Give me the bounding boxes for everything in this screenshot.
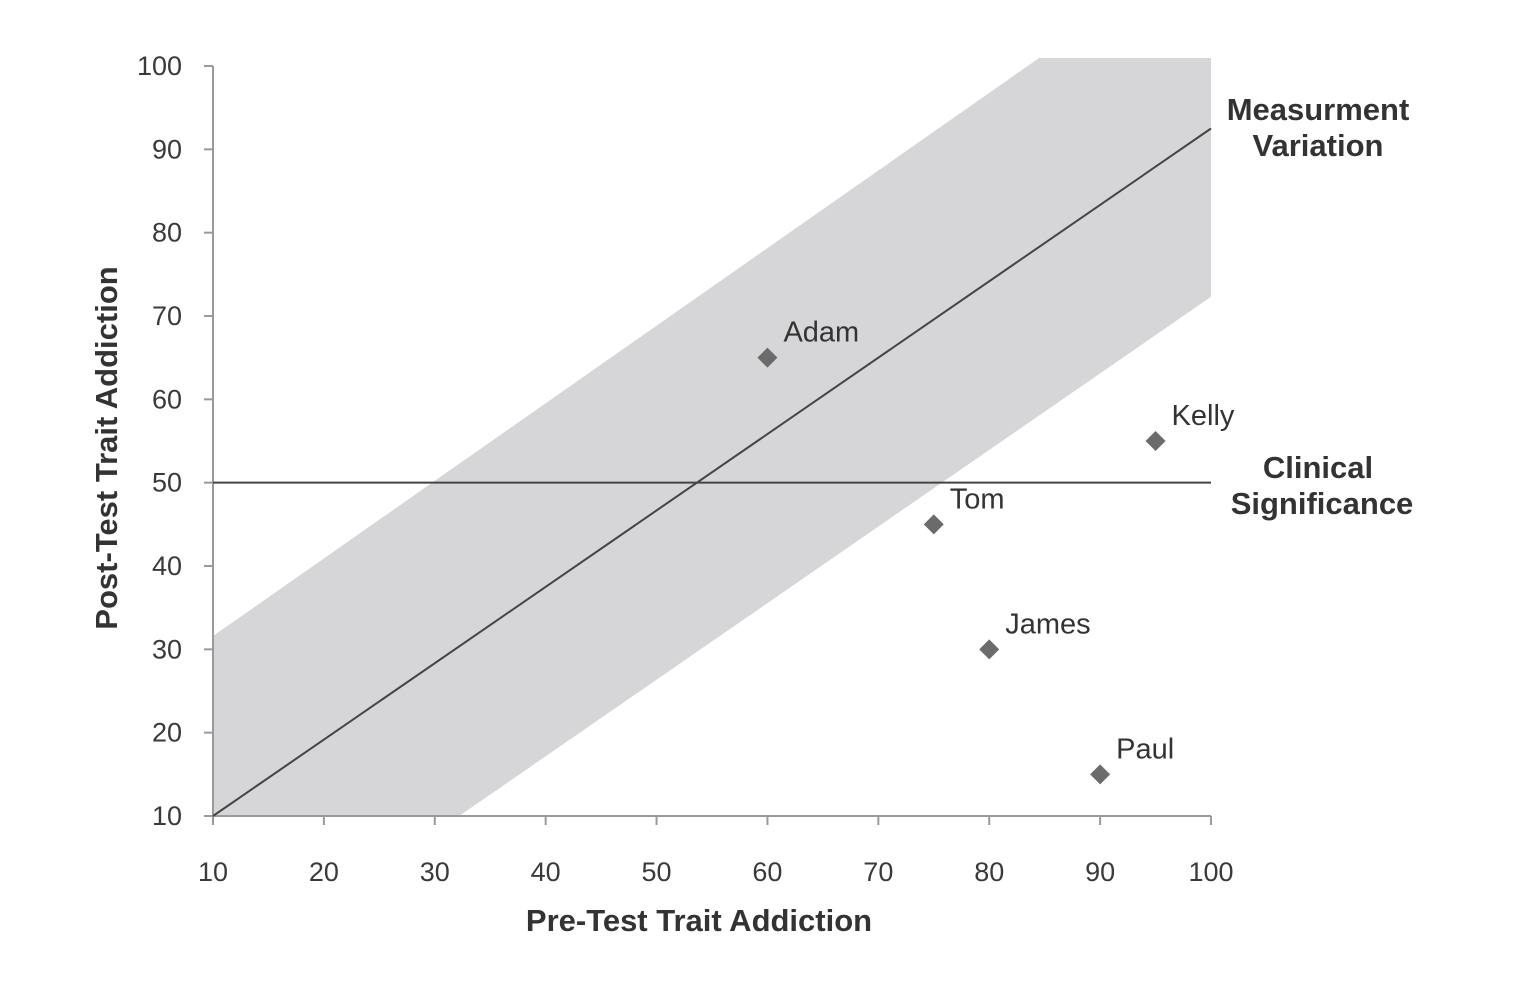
y-axis-title: Post-Test Trait Addiction: [89, 266, 124, 629]
x-axis-title: Pre-Test Trait Addiction: [526, 903, 872, 938]
data-label-james: James: [1005, 608, 1090, 640]
data-point-paul: [1090, 764, 1111, 785]
measurement-variation-line: [212, 127, 1212, 817]
x-tick-label: 70: [863, 857, 893, 887]
data-label-kelly: Kelly: [1172, 400, 1235, 432]
y-tick-label: 50: [152, 468, 182, 498]
annotation-measurement-variation-line1: Measurment: [1227, 92, 1410, 127]
data-points: Adam Kelly Tom James Paul: [757, 317, 1235, 785]
y-tick-label: 30: [152, 634, 182, 664]
data-point-tom: [923, 514, 944, 535]
data-label-adam: Adam: [783, 317, 859, 349]
x-tick-label: 50: [642, 857, 672, 887]
y-tick-label: 10: [152, 801, 182, 831]
y-tick-label: 60: [152, 384, 182, 414]
tick-labels: 10 20 30 40 50 60 70 80 90 100 10 20 30 40 50 60 70 80 90 1…: [137, 51, 1234, 887]
x-tick-label: 100: [1188, 857, 1233, 887]
x-tick-label: 90: [1085, 857, 1115, 887]
data-label-tom: Tom: [950, 483, 1005, 515]
annotation-measurement-variation-line2: Variation: [1253, 128, 1384, 163]
y-tick-label: 90: [152, 134, 182, 164]
data-point-james: [979, 639, 1000, 660]
data-point-kelly: [1145, 431, 1166, 451]
annotation-clinical-significance-line1: Clinical: [1263, 450, 1373, 485]
annotation-clinical-significance-line2: Significance: [1231, 486, 1414, 521]
data-label-paul: Paul: [1116, 733, 1174, 765]
x-tick-label: 10: [198, 857, 228, 887]
measurement-variation-band: [213, 58, 1211, 816]
y-tick-label: 40: [152, 551, 182, 581]
y-tick-label: 100: [137, 51, 182, 81]
x-tick-label: 30: [420, 857, 450, 887]
x-tick-label: 80: [974, 857, 1004, 887]
x-tick-label: 60: [752, 857, 782, 887]
y-tick-label: 70: [152, 301, 182, 331]
y-tick-label: 80: [152, 218, 182, 248]
axes: [204, 65, 1212, 825]
data-point-adam: [757, 347, 778, 368]
x-tick-label: 40: [531, 857, 561, 887]
y-tick-label: 20: [152, 718, 182, 748]
x-tick-label: 20: [309, 857, 339, 887]
